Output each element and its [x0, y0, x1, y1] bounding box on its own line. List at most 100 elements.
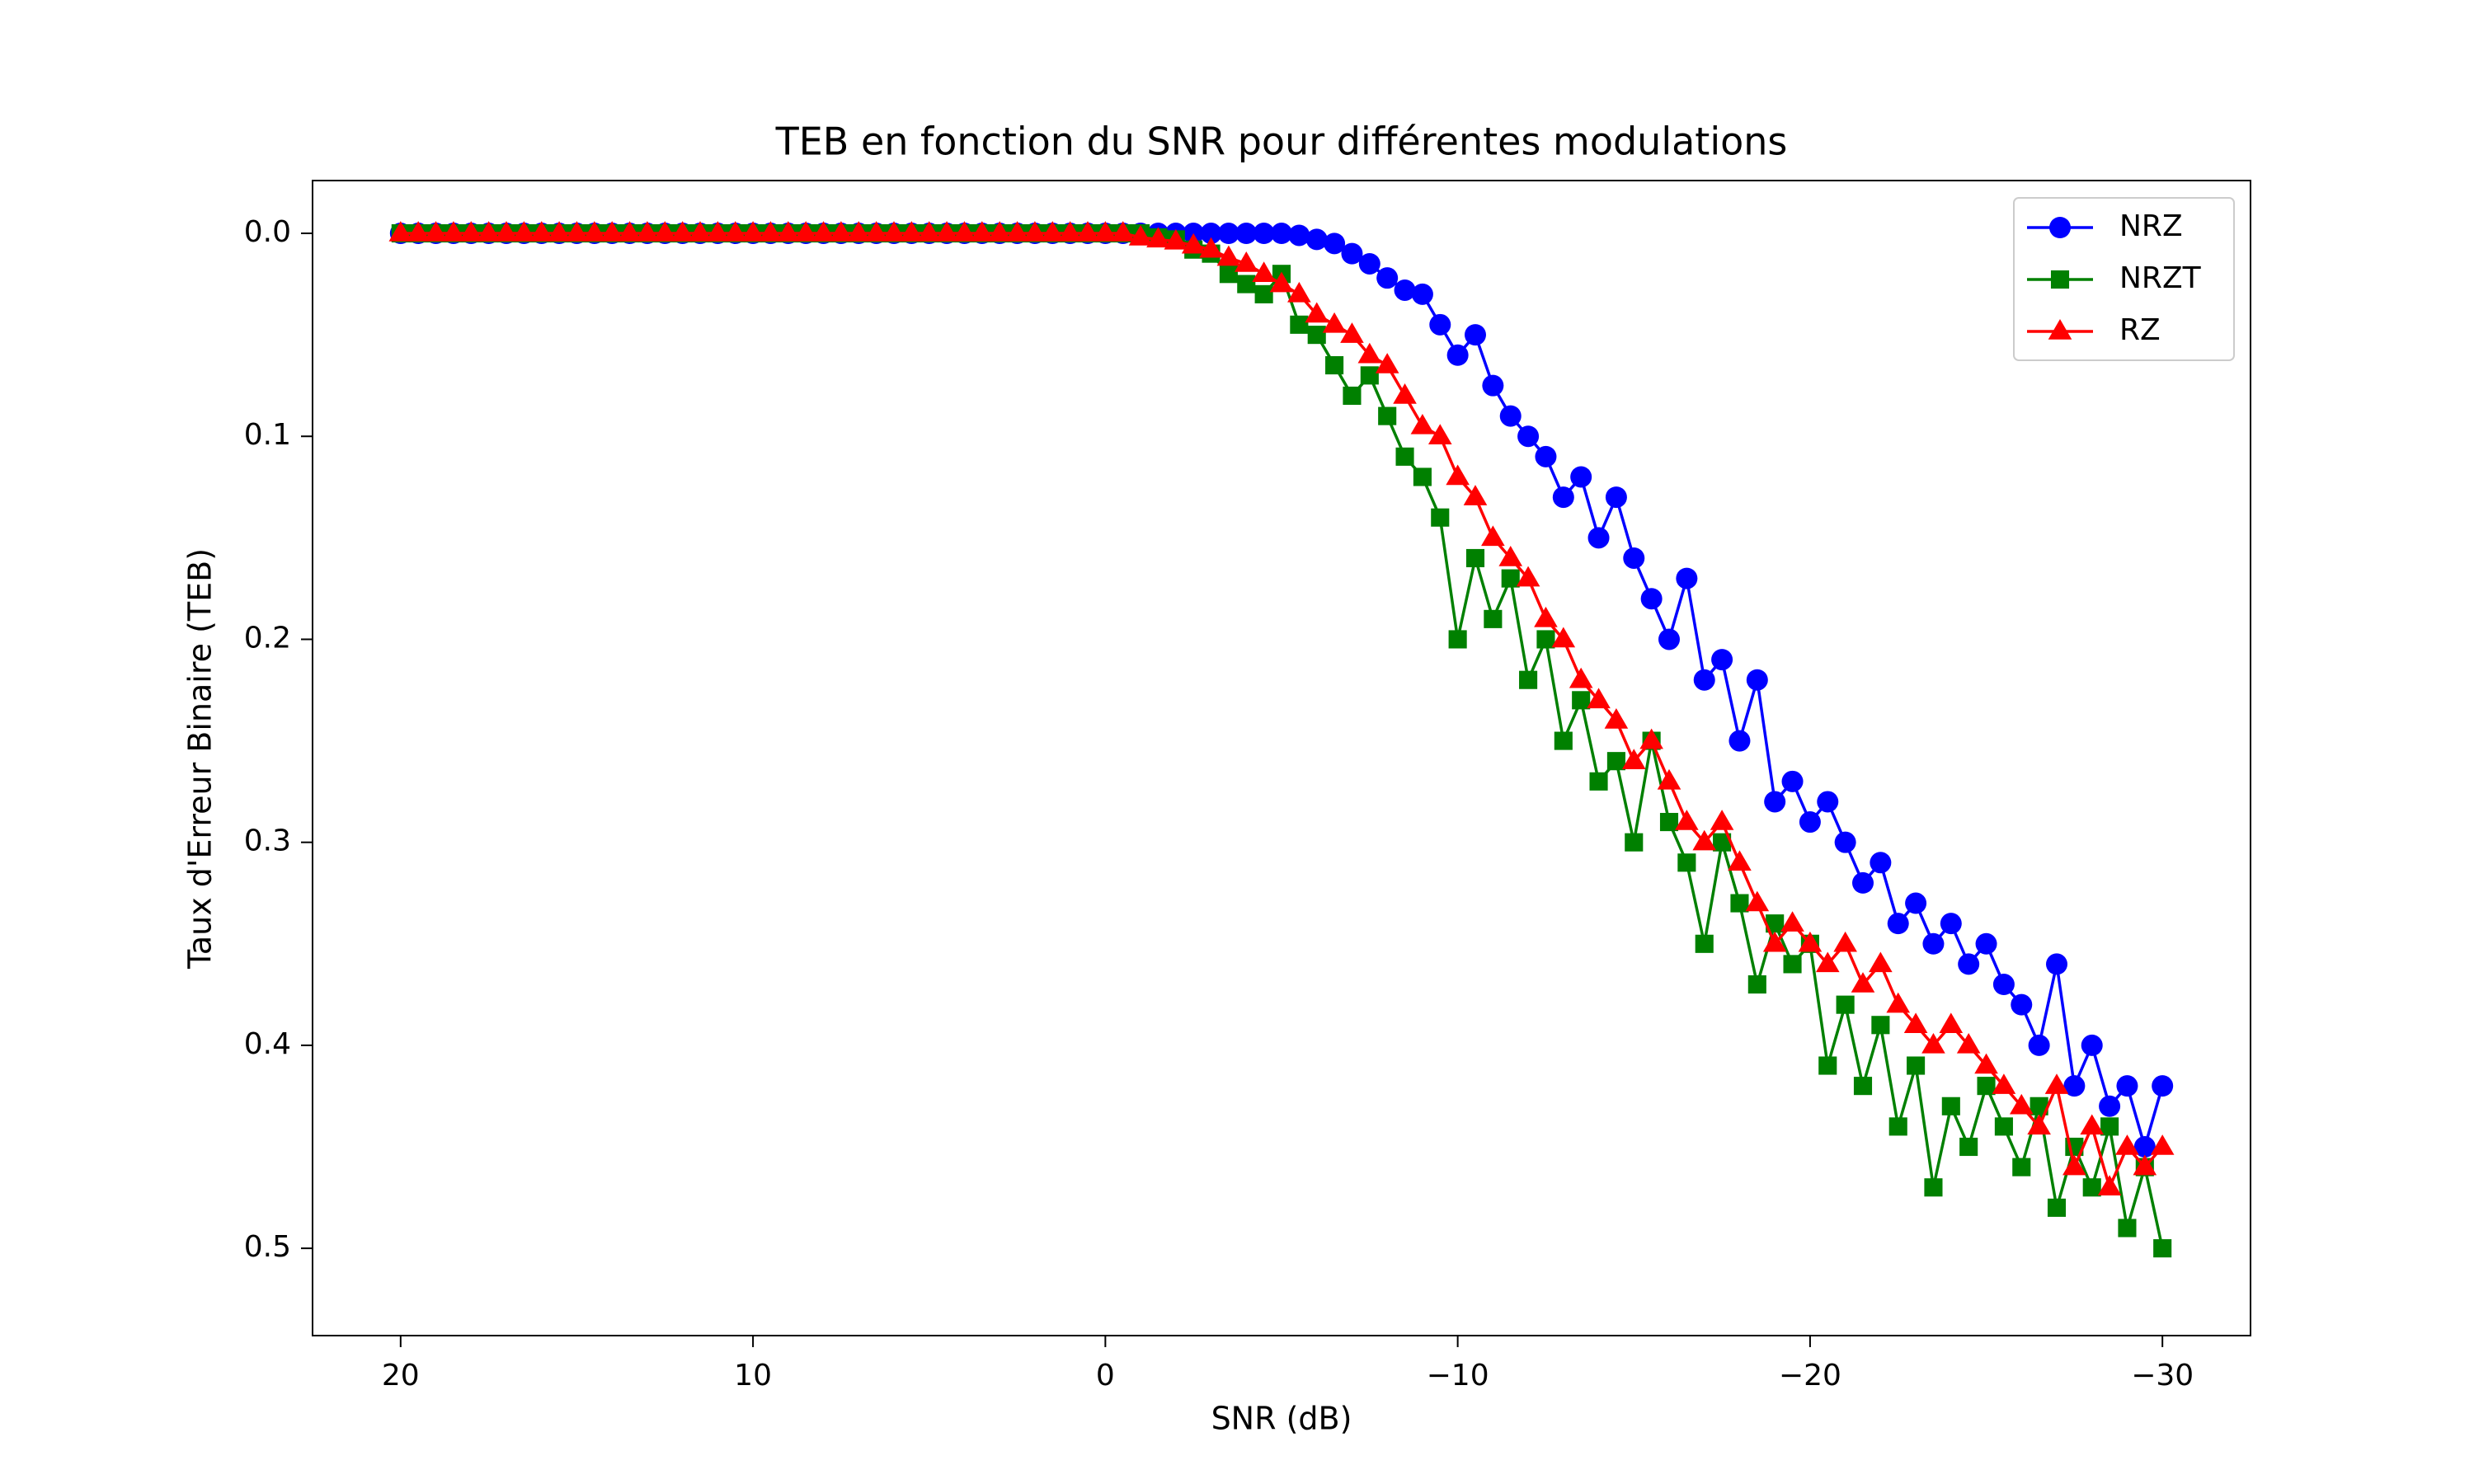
marker — [1290, 315, 1309, 334]
y-tick-label: 0.5 — [244, 1230, 291, 1264]
marker — [2049, 217, 2071, 238]
marker — [600, 221, 624, 242]
marker — [1922, 932, 1945, 955]
x-axis-label: SNR (dB) — [1211, 1401, 1352, 1437]
marker — [2116, 1075, 2138, 1097]
marker — [1484, 609, 1503, 628]
marker — [970, 221, 995, 242]
marker — [1394, 279, 1416, 301]
marker — [582, 221, 607, 242]
plot-frame — [312, 180, 2251, 1336]
marker — [618, 221, 642, 242]
marker — [2012, 1158, 2031, 1176]
marker — [565, 221, 589, 242]
series — [388, 221, 2175, 1196]
marker — [1094, 221, 1117, 242]
y-tick-label: 0.2 — [244, 621, 291, 655]
marker — [2133, 1136, 2156, 1158]
marker — [1623, 547, 1645, 569]
marker — [2152, 1075, 2174, 1097]
marker — [1887, 913, 1909, 935]
marker — [1427, 424, 1452, 444]
marker — [1640, 588, 1663, 610]
marker — [1940, 913, 1962, 935]
marker — [811, 221, 835, 242]
marker — [1907, 1056, 1926, 1075]
marker — [1958, 953, 1980, 975]
marker — [1658, 628, 1680, 650]
marker — [1164, 228, 1188, 250]
marker — [1375, 353, 1399, 373]
marker — [1254, 284, 1273, 303]
marker — [1589, 772, 1608, 791]
marker — [1992, 1073, 2016, 1094]
marker — [2063, 1075, 2086, 1097]
marker — [864, 221, 888, 242]
marker — [2062, 1154, 2086, 1176]
marker — [1554, 731, 1573, 750]
y-tick-label: 0.0 — [244, 215, 291, 249]
marker — [1376, 267, 1399, 289]
marker — [1535, 445, 1557, 467]
marker — [1200, 223, 1222, 245]
marker — [917, 221, 942, 242]
marker — [1657, 768, 1681, 790]
marker — [2044, 1073, 2069, 1094]
marker — [1181, 232, 1206, 254]
x-tick-label: 20 — [382, 1359, 420, 1392]
marker — [2009, 1093, 2034, 1115]
marker — [635, 221, 660, 242]
marker — [1431, 508, 1450, 527]
marker — [2082, 1178, 2101, 1197]
marker — [1974, 1053, 1998, 1074]
marker — [1217, 223, 1239, 245]
marker — [1625, 833, 1644, 852]
legend-label: NRZ — [2119, 209, 2183, 243]
marker — [1605, 486, 1627, 509]
y-tick-label: 0.4 — [244, 1027, 291, 1061]
marker — [829, 221, 854, 242]
marker — [1569, 667, 1593, 688]
marker — [1675, 810, 1699, 830]
marker — [741, 221, 765, 242]
marker — [1871, 1016, 1890, 1035]
marker — [1411, 283, 1433, 305]
marker — [1252, 261, 1276, 283]
marker — [1341, 242, 1363, 265]
marker — [1343, 386, 1362, 406]
marker — [1870, 852, 1892, 874]
marker — [846, 221, 871, 242]
marker — [1516, 566, 1540, 587]
marker — [1358, 252, 1380, 275]
marker — [1463, 485, 1488, 505]
marker — [1994, 1117, 2013, 1136]
marker — [2099, 1095, 2121, 1117]
marker — [1237, 275, 1256, 294]
marker — [1587, 527, 1610, 549]
marker — [1924, 1178, 1943, 1197]
marker — [1977, 1077, 1996, 1096]
marker — [2011, 993, 2033, 1016]
legend-box — [2013, 197, 2235, 361]
marker — [1305, 302, 1329, 323]
marker — [406, 221, 430, 242]
marker — [1621, 749, 1646, 769]
marker — [2050, 270, 2070, 289]
marker — [1781, 770, 1804, 792]
series-line — [400, 232, 2164, 1192]
marker — [1216, 245, 1241, 266]
series — [389, 223, 2174, 1158]
marker — [1482, 374, 1504, 397]
marker — [1695, 934, 1714, 953]
marker — [1446, 344, 1469, 366]
marker — [1551, 627, 1576, 648]
marker — [1659, 813, 1679, 832]
marker — [512, 221, 536, 242]
x-tick-label: 0 — [1096, 1359, 1115, 1392]
x-tick-label: −20 — [1779, 1359, 1841, 1392]
marker — [706, 221, 730, 242]
marker — [1446, 464, 1470, 486]
marker — [1766, 914, 1785, 933]
y-tick-label: 0.3 — [244, 824, 291, 858]
